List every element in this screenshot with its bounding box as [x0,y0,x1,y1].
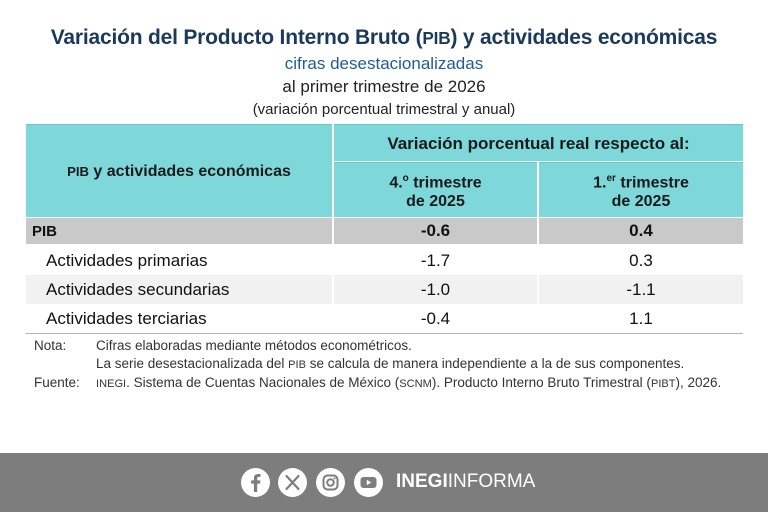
youtube-icon[interactable] [354,468,383,497]
row-label: Actividades primarias [46,250,208,270]
column-divider [537,218,539,333]
note-fuente: Fuente: INEGI. Sistema de Cuentas Nacion… [34,374,754,393]
row-label: Actividades terciarias [46,308,207,328]
source-text: ), 2026. [675,375,722,390]
col1-sup: o [402,172,409,184]
col2-num: 1. [593,174,607,192]
col2-header-cell: 1.er trimestre de 2025 [539,162,743,217]
note-line: La serie desestacionalizada del [96,356,289,371]
source-abbr: PIBT [650,378,676,390]
column-divider [332,218,334,333]
col1-year: de 2025 [406,193,465,211]
page-title: Variación del Producto Interno Bruto (PI… [0,26,768,50]
note-abbr: PIB [288,359,306,371]
row-header-cell: PIB y actividades económicas [26,124,332,217]
note-text: Cifras elaboradas mediante métodos econo… [96,337,754,374]
unit-note: (variación porcentual trimestral y anual… [252,101,516,118]
note-nota: Nota: Cifras elaboradas mediante métodos… [34,337,754,374]
facebook-icon[interactable] [241,468,270,497]
source-text: . Sistema de Cuentas Nacionales de Méxic… [126,375,400,390]
note-text: INEGI. Sistema de Cuentas Nacionales de … [96,374,754,393]
group-header-text: Variación porcentual real respecto al: [387,133,690,153]
source-abbr: INEGI [96,378,127,390]
table-row: Actividades secundarias -1.0 -1.1 [26,275,743,304]
subtitle: cifras desestacionalizadas [284,54,484,73]
col1-num: 4. [389,174,403,192]
row-value-q4: -0.6 [420,221,451,240]
title-text: Variación del Producto Interno Bruto ( [50,26,423,49]
col2-sup: er [606,172,616,184]
table-row: Actividades terciarias -0.4 1.1 [26,304,743,333]
footer-bar: INEGIINFORMA [0,453,768,512]
row-value-q1: 1.1 [629,308,653,328]
col1-header-cell: 4.o trimestre de 2025 [334,162,537,217]
brand-logo: INEGIINFORMA [396,471,535,493]
row-value-q1: 0.4 [629,221,653,240]
row-label: Actividades secundarias [46,279,230,299]
note-line: Cifras elaboradas mediante métodos econo… [96,338,412,353]
period: al primer trimestre de 2026 [282,77,486,96]
row-value-q1: 0.3 [629,250,653,270]
row-label: PIB [32,222,58,240]
note-line-end: se calcula de manera independiente a la … [305,356,685,371]
col1-rest: trimestre [408,174,482,192]
row-value-q4: -0.4 [420,308,451,328]
instagram-icon[interactable] [316,468,345,497]
table-row-pib: PIB -0.6 0.4 [26,218,743,244]
x-icon[interactable] [278,468,307,497]
row-header-text: y actividades económicas [88,162,291,180]
col2-year: de 2025 [611,193,671,211]
title-text-end: ) y actividades económicas [450,26,718,49]
table-row: Actividades primarias -1.7 0.3 [26,246,743,275]
row-value-q1: -1.1 [626,279,656,299]
group-header-cell: Variación porcentual real respecto al: [334,124,743,161]
title-abbr: PIB [422,28,451,48]
source-text: ). Producto Interno Bruto Trimestral ( [431,375,651,390]
source-abbr: SCNM [399,378,432,390]
row-value-q4: -1.0 [420,279,451,299]
notes-block: Nota: Cifras elaboradas mediante métodos… [34,337,754,393]
brand-rest: INFORMA [447,471,536,492]
note-key: Nota: [34,338,67,353]
col2-rest: trimestre [615,174,689,192]
row-value-q4: -1.7 [420,250,451,270]
table-bottom-rule [26,333,743,334]
brand-bold: INEGI [396,471,448,492]
row-header-abbr: PIB [67,163,89,179]
note-key: Fuente: [34,375,80,390]
